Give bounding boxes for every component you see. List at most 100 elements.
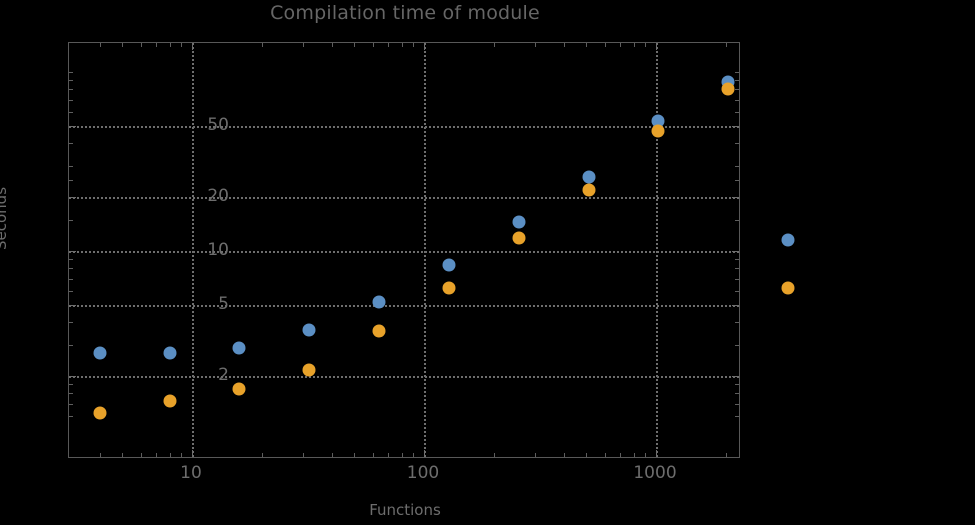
y-axis-minor-tick (735, 393, 739, 395)
y-axis-minor-tick (69, 403, 73, 405)
y-axis-minor-tick (69, 344, 73, 346)
y-axis-minor-tick (69, 89, 73, 91)
x-axis-minor-tick (261, 43, 263, 47)
gridline-vertical (656, 43, 658, 457)
y-axis-minor-tick (69, 143, 73, 145)
x-axis-minor-tick (633, 43, 635, 47)
x-axis-minor-tick (645, 43, 647, 47)
data-point-series-orange (372, 324, 386, 338)
y-axis-minor-tick (69, 393, 73, 395)
y-axis-tick (732, 376, 739, 377)
x-axis-minor-tick (388, 43, 390, 47)
x-axis-minor-tick (413, 43, 415, 47)
y-axis-minor-tick (735, 111, 739, 113)
x-axis-minor-tick (372, 453, 374, 457)
y-axis-minor-tick (735, 268, 739, 270)
x-axis-minor-tick (354, 43, 356, 47)
x-axis-minor-tick (169, 43, 171, 47)
y-axis-minor-tick (735, 72, 739, 74)
legend-item-orange-swatch[interactable] (781, 281, 795, 295)
y-axis-label: Seconds (0, 186, 10, 250)
y-axis-minor-tick (735, 322, 739, 324)
y-tick-label: 5 (218, 293, 229, 314)
x-axis-minor-tick (620, 453, 622, 457)
y-axis-minor-tick (735, 143, 739, 145)
x-axis-minor-tick (413, 453, 415, 457)
x-axis-minor-tick (140, 43, 142, 47)
data-point-series-orange (721, 82, 735, 96)
x-axis-minor-tick (156, 43, 158, 47)
x-axis-minor-tick (331, 453, 333, 457)
data-point-series-orange (93, 406, 107, 419)
x-axis-minor-tick (534, 453, 536, 457)
x-axis-minor-tick (493, 453, 495, 457)
data-point-series-blue (232, 341, 246, 355)
y-axis-minor-tick (69, 72, 73, 74)
y-axis-tick (69, 197, 76, 199)
y-axis-minor-tick (69, 111, 73, 113)
x-tick-label: 100 (406, 463, 440, 483)
gridline-horizontal (69, 376, 739, 378)
x-axis-minor-tick (401, 43, 403, 47)
y-axis-minor-tick (735, 259, 739, 261)
x-axis-minor-tick (725, 453, 727, 457)
x-axis-minor-tick (156, 453, 158, 457)
x-axis-minor-tick (563, 43, 565, 47)
data-point-series-blue (512, 215, 526, 229)
gridline-vertical (424, 43, 426, 457)
gridline-vertical (192, 43, 194, 457)
gridline-horizontal (69, 197, 739, 200)
x-axis-minor-tick (140, 453, 142, 457)
data-point-series-blue (442, 258, 456, 272)
y-axis-tick (732, 304, 739, 306)
y-axis-minor-tick (735, 165, 739, 167)
y-axis-tick (732, 126, 739, 127)
x-axis-minor-tick (122, 453, 124, 457)
x-axis-minor-tick (331, 43, 333, 47)
x-axis-minor-tick (586, 43, 588, 47)
data-point-series-orange (163, 394, 177, 408)
data-point-series-orange (651, 124, 665, 138)
data-point-series-blue (302, 323, 316, 337)
gridline-horizontal (69, 251, 739, 253)
x-axis-minor-tick (388, 453, 390, 457)
x-axis-minor-tick (725, 43, 727, 47)
x-axis-minor-tick (534, 43, 536, 47)
data-point-series-orange (302, 363, 316, 377)
y-tick-label: 20 (207, 186, 229, 207)
y-axis-minor-tick (69, 384, 73, 386)
y-axis-minor-tick (69, 290, 73, 292)
y-axis-minor-tick (69, 219, 73, 221)
y-axis-minor-tick (69, 259, 73, 261)
y-axis-minor-tick (69, 268, 73, 270)
x-axis-tick (424, 450, 425, 457)
y-axis-minor-tick (735, 99, 739, 101)
x-axis-minor-tick (372, 43, 374, 47)
y-tick-label: 10 (207, 240, 229, 260)
y-axis-tick (69, 304, 76, 306)
y-tick-label: 2 (218, 365, 229, 385)
y-axis-minor-tick (735, 403, 739, 405)
legend-item-blue-swatch[interactable] (781, 233, 795, 247)
data-point-series-orange (512, 231, 526, 245)
x-axis-minor-tick (493, 43, 495, 47)
data-point-series-blue (372, 295, 386, 309)
gridline-horizontal (69, 126, 739, 128)
x-tick-label: 1000 (633, 463, 677, 483)
y-axis-minor-tick (69, 179, 73, 181)
y-axis-minor-tick (735, 384, 739, 386)
x-axis-minor-tick (122, 43, 124, 47)
y-axis-minor-tick (735, 80, 739, 82)
y-axis-tick (732, 251, 739, 252)
x-axis-minor-tick (633, 453, 635, 457)
x-axis-tick (424, 43, 425, 50)
y-axis-minor-tick (69, 278, 73, 280)
y-tick-label: 50 (207, 115, 229, 135)
y-axis-tick (732, 197, 739, 199)
x-axis-minor-tick (604, 43, 606, 47)
x-axis-minor-tick (181, 453, 183, 457)
y-axis-minor-tick (735, 344, 739, 346)
data-point-series-orange (442, 281, 456, 295)
x-axis-minor-tick (302, 43, 304, 47)
chart-title: Compilation time of module (270, 2, 540, 24)
